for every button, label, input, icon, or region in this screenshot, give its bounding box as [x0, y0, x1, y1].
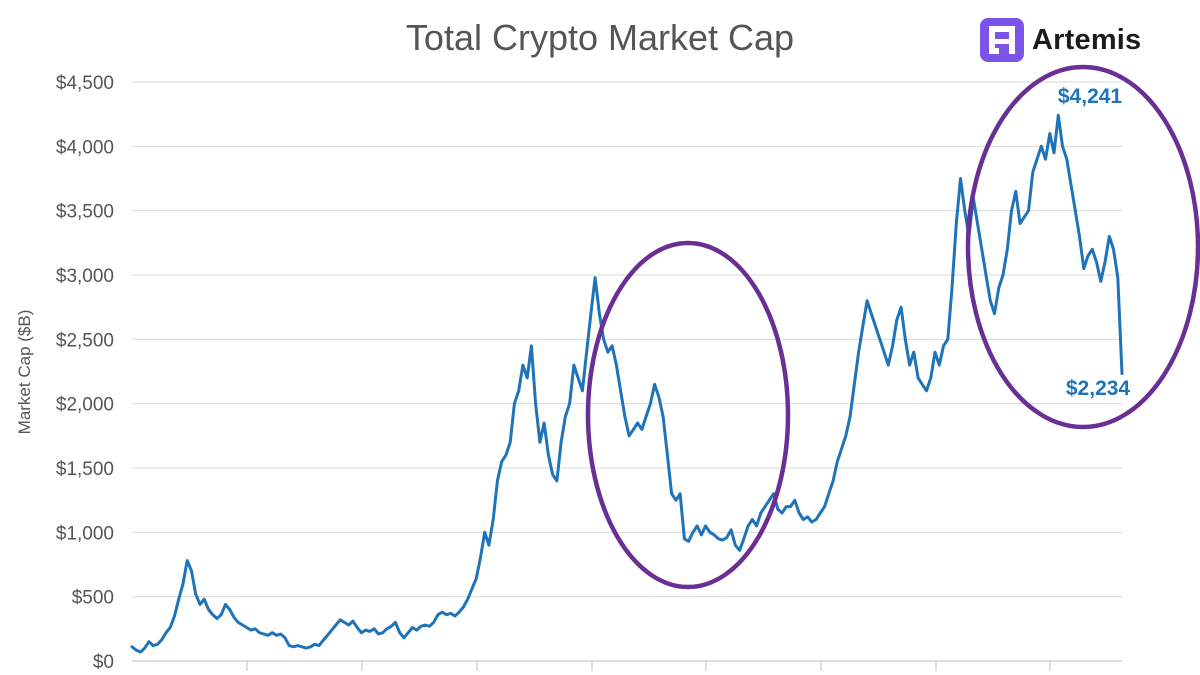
- y-axis-label: Market Cap ($B): [15, 310, 34, 435]
- y-tick-label: $0: [93, 652, 114, 673]
- x-axis: [246, 661, 1051, 671]
- y-tick-label: $3,500: [56, 202, 114, 223]
- series-line: [130, 113, 1124, 654]
- y-tick-label: $2,500: [56, 330, 114, 351]
- highlight-ellipse-2025: [965, 64, 1200, 430]
- callout-latest-value: $2,234: [1066, 377, 1131, 400]
- brand-name: Artemis: [1032, 23, 1142, 56]
- y-tick-label: $1,000: [56, 523, 114, 544]
- y-tick-labels: $0 $500 $1,000 $1,500 $2,000 $2,500 $3,000 $3,5…: [56, 73, 114, 673]
- y-tick-label: $2,000: [56, 395, 114, 416]
- y-tick-label: $1,500: [56, 459, 114, 480]
- y-tick-label: $3,000: [56, 266, 114, 287]
- y-tick-label: $4,500: [56, 73, 114, 94]
- callout-peak-value: $4,241: [1058, 85, 1123, 108]
- y-tick-label: $4,000: [56, 137, 114, 158]
- chart-title: Total Crypto Market Cap: [406, 17, 794, 58]
- y-tick-label: $500: [72, 588, 114, 609]
- gridlines: [132, 81, 1122, 662]
- highlight-ellipse-2022: [585, 240, 791, 590]
- brand-logo: Artemis: [980, 18, 1141, 62]
- artemis-logo-icon: [980, 18, 1024, 62]
